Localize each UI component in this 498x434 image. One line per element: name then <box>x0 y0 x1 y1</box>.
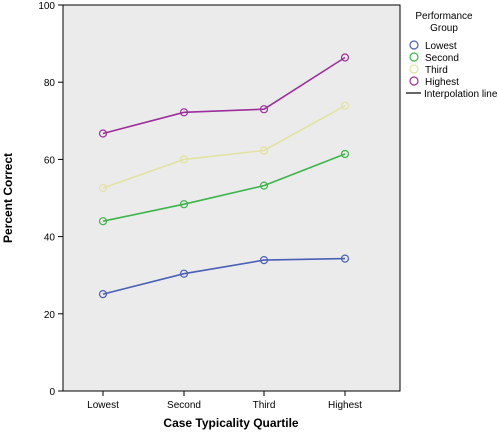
y-tick-label: 80 <box>44 78 56 89</box>
y-tick-label: 60 <box>44 155 56 166</box>
y-axis-title: Percent Correct <box>1 153 15 243</box>
x-tick-label: Third <box>253 400 276 411</box>
legend-title-line2: Group <box>430 23 458 34</box>
x-axis-title: Case Typicality Quartile <box>163 416 298 430</box>
y-tick-label: 100 <box>38 1 55 12</box>
data-point-second <box>98 217 108 226</box>
y-tick-label: 20 <box>44 310 56 321</box>
y-axis: 0 20 40 60 80 100 <box>38 1 63 398</box>
data-point-third <box>179 155 189 164</box>
legend-marker-icon <box>409 40 419 50</box>
x-tick-label: Lowest <box>87 400 119 411</box>
y-tick-label: 0 <box>49 387 55 398</box>
legend-marker-icon <box>409 52 419 62</box>
data-point-third <box>340 101 350 110</box>
x-tick-label: Highest <box>328 400 362 411</box>
legend-label-highest: Highest <box>425 77 459 88</box>
plot-area <box>62 4 401 392</box>
legend-title-line1: Performance <box>415 11 473 22</box>
data-point-second <box>340 149 350 159</box>
series-line-third <box>102 104 346 189</box>
data-point-lowest <box>340 254 350 263</box>
legend: Performance Group LowestSecondThirdHighe… <box>406 11 498 100</box>
data-point-second <box>179 200 189 209</box>
legend-marker-icon <box>409 76 419 86</box>
data-point-lowest <box>259 256 269 265</box>
data-point-lowest <box>179 269 189 278</box>
series-points <box>98 53 350 299</box>
y-tick-label: 40 <box>44 233 56 244</box>
legend-interpolation-label: Interpolation line <box>424 89 498 100</box>
legend-label-third: Third <box>425 65 448 76</box>
data-point-second <box>259 181 269 190</box>
data-point-highest <box>98 129 108 138</box>
series-lines <box>102 56 346 295</box>
series-line-second <box>102 153 346 222</box>
series-line-lowest <box>102 257 346 295</box>
data-point-highest <box>340 53 350 62</box>
data-point-third <box>259 146 269 155</box>
data-point-third <box>98 183 108 193</box>
data-point-lowest <box>98 290 108 299</box>
data-point-highest <box>179 108 189 117</box>
data-point-highest <box>259 105 269 114</box>
x-tick-label: Second <box>167 400 201 411</box>
x-axis: Lowest Second Third Highest <box>87 391 362 411</box>
legend-marker-icon <box>409 64 419 74</box>
legend-label-lowest: Lowest <box>425 41 457 52</box>
legend-label-second: Second <box>425 53 459 64</box>
series-line-highest <box>102 56 346 135</box>
